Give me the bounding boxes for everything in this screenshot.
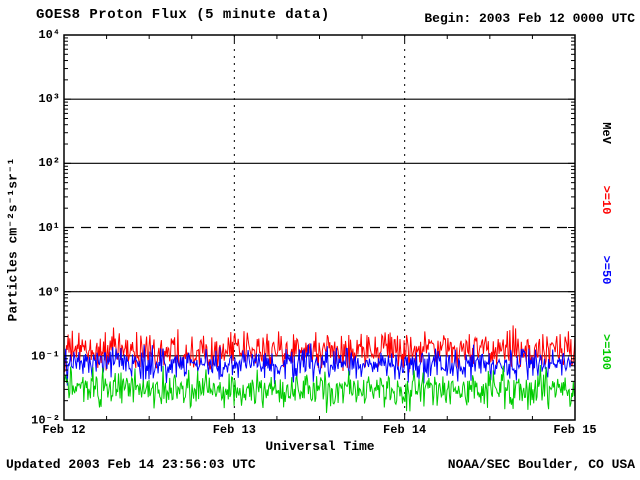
x-tick-label: Feb 13 <box>212 423 256 437</box>
series-label-10: >=10 <box>599 185 613 215</box>
y-tick-label: 10² <box>38 156 60 171</box>
x-axis-label: Universal Time <box>265 439 375 454</box>
y-tick-label: 10³ <box>38 92 60 107</box>
series-label-100: >=100 <box>599 333 613 371</box>
begin-label: Begin: 2003 Feb 12 0000 UTC <box>424 11 635 26</box>
updated-label: Updated 2003 Feb 14 23:56:03 UTC <box>6 457 256 472</box>
x-tick-label: Feb 14 <box>383 423 427 437</box>
series-line-10 <box>63 325 576 373</box>
right-axis-unit-label: MeV <box>599 122 613 144</box>
series-line-100 <box>63 364 576 413</box>
y-tick-label: 10⁰ <box>38 285 60 300</box>
x-tick-label: Feb 15 <box>553 423 597 437</box>
y-axis-label: Particles cm⁻²s⁻¹sr⁻¹ <box>5 157 21 322</box>
source-label: NOAA/SEC Boulder, CO USA <box>447 457 635 472</box>
y-tick-label: 10⁻² <box>31 413 60 428</box>
y-tick-label: 10⁻¹ <box>31 349 60 364</box>
series-line-50 <box>63 343 576 386</box>
chart-title: GOES8 Proton Flux (5 minute data) <box>36 7 330 23</box>
x-tick-label: Feb 12 <box>42 423 86 437</box>
series-label-50: >=50 <box>599 255 613 285</box>
y-tick-label: 10¹ <box>38 220 60 235</box>
y-tick-label: 10⁴ <box>38 28 60 42</box>
